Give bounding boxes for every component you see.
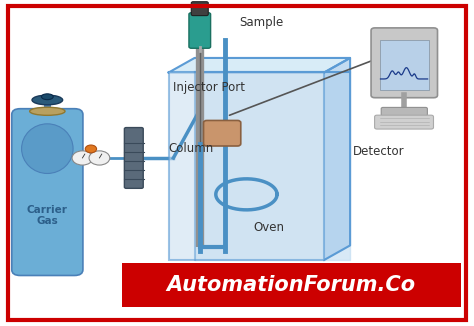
Text: AutomationForum.Co: AutomationForum.Co xyxy=(167,275,416,295)
Bar xyxy=(169,72,324,260)
Circle shape xyxy=(89,151,110,165)
Polygon shape xyxy=(195,72,350,260)
Bar xyxy=(380,40,429,90)
Ellipse shape xyxy=(22,124,73,173)
FancyBboxPatch shape xyxy=(203,121,241,146)
Circle shape xyxy=(85,145,97,153)
Text: Column: Column xyxy=(169,142,214,155)
Ellipse shape xyxy=(32,95,63,105)
Bar xyxy=(121,263,461,307)
FancyBboxPatch shape xyxy=(12,109,83,275)
Text: Detector: Detector xyxy=(353,145,404,158)
FancyBboxPatch shape xyxy=(371,28,438,98)
Ellipse shape xyxy=(30,107,65,115)
FancyBboxPatch shape xyxy=(381,107,428,116)
FancyBboxPatch shape xyxy=(374,115,434,129)
Text: Oven: Oven xyxy=(254,221,284,234)
Text: Sample: Sample xyxy=(239,16,283,29)
Ellipse shape xyxy=(41,94,53,100)
Text: Carrier
Gas: Carrier Gas xyxy=(27,204,68,226)
FancyBboxPatch shape xyxy=(191,2,208,16)
FancyBboxPatch shape xyxy=(189,13,210,48)
Text: Injector Port: Injector Port xyxy=(173,81,246,94)
FancyBboxPatch shape xyxy=(124,127,143,188)
Polygon shape xyxy=(324,58,350,260)
Polygon shape xyxy=(169,58,350,72)
Circle shape xyxy=(72,151,93,165)
